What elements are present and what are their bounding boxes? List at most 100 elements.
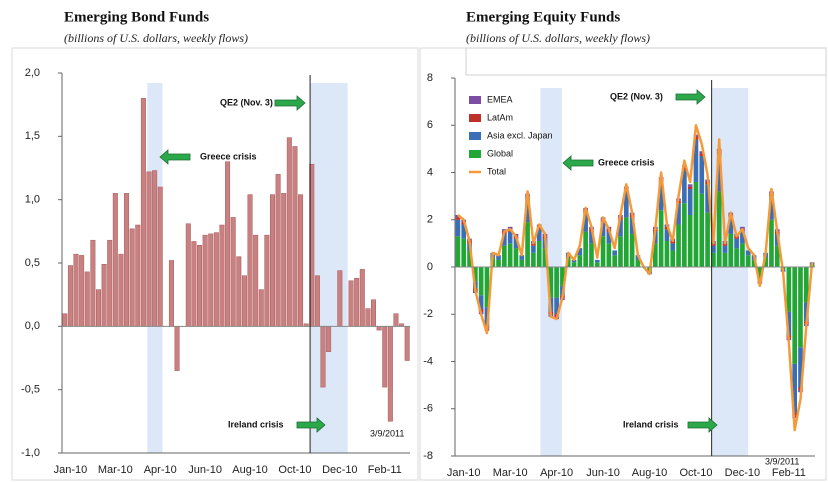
x-tick-label: Dec-10 [322, 464, 357, 476]
bar-segment [531, 252, 536, 267]
bar-segment [682, 170, 687, 204]
bar-segment [658, 210, 664, 267]
bar [258, 289, 264, 327]
highlight-band [310, 83, 348, 453]
bar-segment [455, 236, 461, 267]
y-tick-label: 1,0 [25, 194, 40, 206]
bar-segment [478, 267, 484, 296]
bar-segment [612, 255, 617, 267]
bar-segment [670, 250, 676, 267]
bar-segment [769, 196, 774, 220]
bar-segment [589, 243, 594, 267]
bar-segment [577, 248, 583, 256]
bar-segment [455, 219, 461, 237]
legend-label: Asia excl. Japan [487, 130, 553, 140]
bar [376, 326, 382, 331]
bar-segment [699, 193, 705, 267]
y-tick-label: 0,0 [25, 320, 40, 332]
bar-segment [693, 139, 699, 182]
bar [314, 275, 320, 327]
bar [197, 245, 203, 327]
bar [185, 223, 191, 327]
bar-segment [629, 233, 635, 267]
chart-subtitle: (billions of U.S. dollars, weekly flows) [64, 31, 248, 45]
bar-segment [740, 231, 745, 244]
bar-segment [676, 224, 681, 267]
bar-segment [734, 248, 739, 267]
bar-segment [716, 191, 722, 267]
annotation: Ireland crisis [623, 419, 679, 429]
bar-segment [774, 245, 780, 267]
bar-segment [664, 241, 670, 267]
bar [157, 186, 163, 327]
bar [67, 265, 73, 327]
y-tick-label: -1,0 [21, 447, 40, 459]
bar-segment [687, 215, 693, 267]
x-tick-label: Jun-10 [188, 464, 222, 476]
annotation: Ireland crisis [228, 419, 284, 429]
bar-segment [484, 267, 490, 308]
annotation: Greece crisis [200, 151, 257, 161]
bar [241, 275, 247, 327]
bar-segment [594, 259, 600, 263]
bar [90, 239, 96, 327]
bar-segment [589, 231, 594, 244]
bar [320, 326, 326, 388]
arrow [687, 417, 718, 433]
bar-segment [606, 231, 612, 244]
arrow [274, 95, 306, 111]
bar [236, 256, 242, 327]
bar-segment [705, 184, 710, 213]
bar-segment [583, 231, 588, 267]
bar-segment [699, 153, 705, 156]
bar [124, 193, 130, 327]
bar [404, 326, 410, 361]
bar-segment [803, 267, 809, 303]
bar [225, 161, 231, 327]
legend-label: LatAm [487, 112, 513, 122]
x-tick-label: Mar-10 [98, 464, 133, 476]
y-tick-label: 8 [427, 72, 433, 84]
bar-segment [542, 248, 548, 267]
bar-segment [461, 238, 467, 267]
bar-segment [763, 257, 768, 267]
bar-segment [554, 267, 559, 298]
bar-segment [536, 241, 542, 267]
bar-segment [502, 245, 507, 267]
y-tick-label: -6 [423, 403, 433, 415]
total-line [457, 124, 814, 432]
bar [79, 255, 85, 327]
legend-label: Global [487, 148, 513, 158]
arrow [159, 149, 191, 165]
bar-segment [693, 181, 699, 267]
bar-segment [496, 259, 501, 267]
bar-segment [658, 181, 664, 211]
bar [146, 171, 152, 327]
legend-swatch [469, 114, 481, 122]
y-tick-label: 6 [427, 119, 433, 131]
chart-title: Emerging Bond Funds [64, 9, 209, 25]
bar [359, 269, 365, 327]
bar-segment [670, 243, 676, 251]
bar-segment [734, 238, 739, 249]
y-tick-label: 1,5 [25, 130, 40, 142]
bar [191, 241, 197, 327]
bar [208, 233, 214, 327]
legend-label: Total [487, 166, 506, 176]
bar-segment [519, 255, 525, 260]
bar-segment [513, 248, 519, 267]
date-note: 3/9/2011 [370, 428, 404, 438]
bar [365, 308, 371, 327]
bar [387, 326, 393, 422]
bar [269, 194, 275, 327]
bar [247, 194, 253, 327]
panel-frame [11, 47, 419, 481]
bar [213, 232, 219, 327]
y-tick-label: 4 [427, 166, 433, 178]
chart-subtitle: (billions of U.S. dollars, weekly flows) [466, 31, 650, 45]
bar [152, 170, 158, 327]
y-tick-label: -2 [423, 308, 433, 320]
bar-segment [792, 363, 797, 414]
legend-swatch [469, 150, 481, 158]
